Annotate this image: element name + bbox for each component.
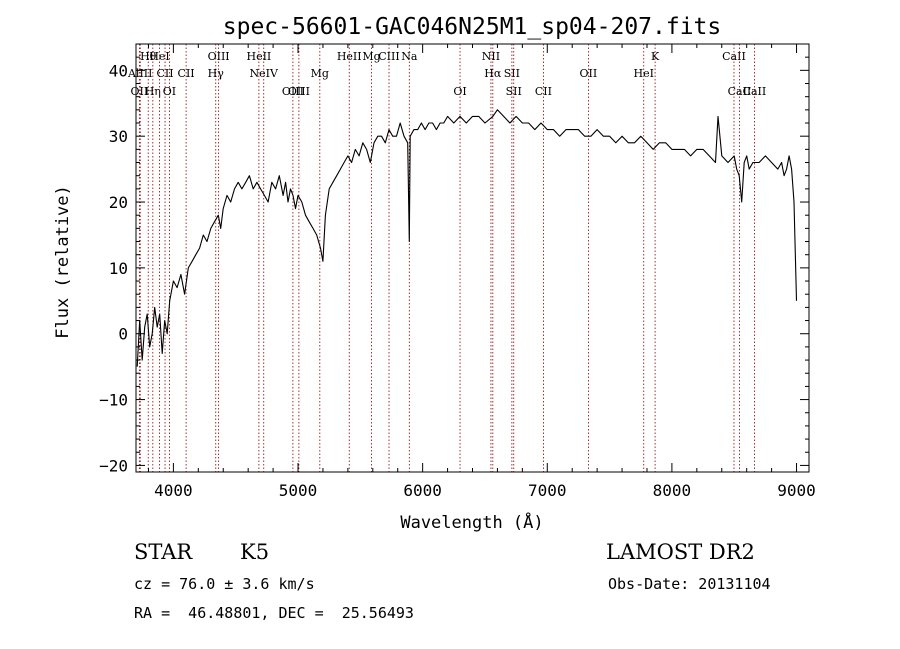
x-tick-label-5: 9000 [777,481,816,500]
line-marker-label-10: HeII [246,50,271,63]
line-marker-label-13: OIII [288,85,310,98]
obs-date-text: Obs-Date: 20131104 [608,575,771,593]
line-marker-label-6: OI [163,85,176,98]
line-marker-label-12: OIII [282,85,304,98]
line-marker-label-0: OII [131,85,149,98]
line-marker-label-7: CII [178,67,195,80]
y-tick-label-0: −20 [99,456,128,475]
line-marker-label-26: HeI [634,67,654,80]
x-tick-label-2: 6000 [403,481,442,500]
line-marker-label-21: Hα [484,67,502,80]
line-marker-label-22: SII [504,67,520,80]
x-axis: 4000 5000 6000 7000 8000 9000 [147,44,816,500]
y-tick-label-4: 20 [109,193,128,212]
object-class: STAR [134,540,193,564]
line-marker-label-5: CII [156,67,173,80]
object-subclass: K5 [240,540,270,564]
plot-frame [135,43,810,473]
x-tick-label-1: 5000 [279,481,318,500]
line-marker-label-11: NeIV [250,67,279,80]
line-marker-label-25: OII [580,67,598,80]
y-tick-label-5: 30 [109,127,128,146]
x-tick-label-4: 8000 [653,481,692,500]
coordinates-text: RA = 46.48801, DEC = 25.56493 [134,604,414,622]
y-tick-label-1: −10 [99,391,128,410]
x-tick-label-3: 7000 [528,481,567,500]
y-tick-label-2: 0 [118,325,128,344]
line-marker-label-20: NII [482,50,500,63]
line-marker-label-1: AlIII [127,67,153,80]
y-axis-label: Flux (relative) [53,185,73,339]
line-marker-label-23: SII [506,85,522,98]
line-marker-label-16: Mg [362,50,380,63]
y-axis: −20 −10 0 10 20 30 40 [99,56,809,475]
y-tick-label-3: 10 [109,259,128,278]
redshift-text: cz = 76.0 ± 3.6 km/s [134,575,315,593]
line-marker-label-2: Hθ [140,50,157,63]
line-marker-label-18: Na [401,50,418,63]
x-tick-label-0: 4000 [154,481,193,500]
line-marker-label-24: CII [535,85,552,98]
chart-title: spec-56601-GAC046N25M1_sp04-207.fits [223,14,722,40]
line-marker-label-19: OI [453,85,466,98]
line-marker-label-15: HeII [337,50,362,63]
survey-name: LAMOST DR2 [606,540,755,564]
line-marker-label-17: CIII [378,50,399,63]
spectrum-line-0 [136,109,798,367]
line-marker-label-9: OIII [208,50,230,63]
line-marker-label-14: Mg [311,67,329,80]
line-marker-label-30: CaII [743,85,767,98]
line-marker-label-29: CaII [728,85,752,98]
spectrum-series [136,109,798,367]
line-marker-label-8: Hγ [208,67,225,80]
x-axis-label: Wavelength (Å) [400,511,543,533]
line-marker-label-27: K [651,50,660,63]
y-tick-label-6: 40 [109,61,128,80]
line-marker-label-3: Hη [145,85,161,98]
line-marker-label-4: HeI [149,50,169,63]
line-marker-label-28: CaII [722,50,746,63]
